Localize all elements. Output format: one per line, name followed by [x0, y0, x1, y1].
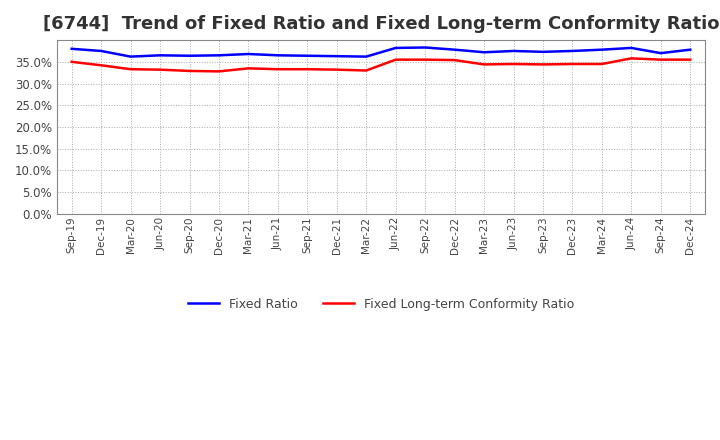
Fixed Long-term Conformity Ratio: [215, 69, 223, 74]
Fixed Ratio: [244, 51, 253, 57]
Title: [6744]  Trend of Fixed Ratio and Fixed Long-term Conformity Ratio: [6744] Trend of Fixed Ratio and Fixed Lo…: [42, 15, 719, 33]
Fixed Long-term Conformity Ratio: [126, 66, 135, 72]
Fixed Ratio: [509, 48, 518, 54]
Fixed Ratio: [421, 45, 430, 50]
Line: Fixed Long-term Conformity Ratio: Fixed Long-term Conformity Ratio: [72, 59, 690, 71]
Fixed Long-term Conformity Ratio: [185, 68, 194, 73]
Line: Fixed Ratio: Fixed Ratio: [72, 48, 690, 57]
Fixed Long-term Conformity Ratio: [303, 66, 312, 72]
Fixed Ratio: [126, 54, 135, 59]
Fixed Ratio: [657, 51, 665, 56]
Legend: Fixed Ratio, Fixed Long-term Conformity Ratio: Fixed Ratio, Fixed Long-term Conformity …: [183, 293, 580, 316]
Fixed Ratio: [185, 53, 194, 59]
Fixed Long-term Conformity Ratio: [627, 56, 636, 61]
Fixed Ratio: [97, 48, 106, 54]
Fixed Long-term Conformity Ratio: [568, 61, 577, 66]
Fixed Ratio: [362, 54, 371, 59]
Fixed Ratio: [215, 53, 223, 58]
Fixed Long-term Conformity Ratio: [244, 66, 253, 71]
Fixed Ratio: [627, 45, 636, 51]
Fixed Long-term Conformity Ratio: [392, 57, 400, 62]
Fixed Long-term Conformity Ratio: [421, 57, 430, 62]
Fixed Ratio: [568, 48, 577, 54]
Fixed Long-term Conformity Ratio: [657, 57, 665, 62]
Fixed Long-term Conformity Ratio: [333, 67, 341, 72]
Fixed Long-term Conformity Ratio: [686, 57, 695, 62]
Fixed Ratio: [480, 50, 488, 55]
Fixed Long-term Conformity Ratio: [156, 67, 164, 72]
Fixed Ratio: [68, 46, 76, 51]
Fixed Ratio: [156, 53, 164, 58]
Fixed Long-term Conformity Ratio: [68, 59, 76, 65]
Fixed Ratio: [539, 49, 547, 55]
Fixed Ratio: [333, 54, 341, 59]
Fixed Long-term Conformity Ratio: [598, 61, 606, 66]
Fixed Long-term Conformity Ratio: [509, 61, 518, 66]
Fixed Long-term Conformity Ratio: [539, 62, 547, 67]
Fixed Ratio: [598, 47, 606, 52]
Fixed Ratio: [274, 53, 282, 58]
Fixed Long-term Conformity Ratio: [362, 68, 371, 73]
Fixed Long-term Conformity Ratio: [97, 62, 106, 68]
Fixed Ratio: [303, 53, 312, 59]
Fixed Ratio: [450, 47, 459, 52]
Fixed Ratio: [392, 45, 400, 51]
Fixed Long-term Conformity Ratio: [274, 66, 282, 72]
Fixed Long-term Conformity Ratio: [450, 58, 459, 63]
Fixed Long-term Conformity Ratio: [480, 62, 488, 67]
Fixed Ratio: [686, 47, 695, 52]
